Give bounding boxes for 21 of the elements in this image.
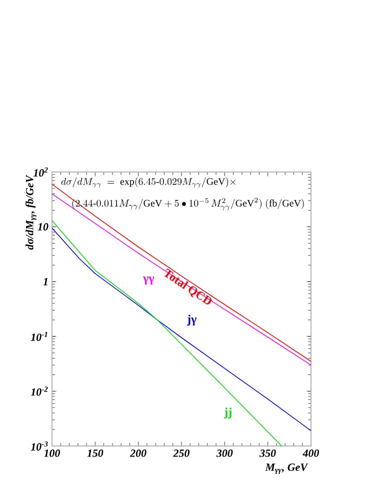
series-label: jj: [224, 408, 232, 418]
x-tick-label: 400: [302, 450, 320, 457]
y-axis-title: dσ/dM$_{γγ}$, fb/GeV: [25, 174, 36, 250]
series-label: γγ: [143, 276, 154, 285]
y-tick-label: 10: [38, 223, 48, 230]
x-tick-label: 200: [130, 450, 146, 457]
y-tick-label: 1: [43, 278, 48, 286]
line-series: [52, 228, 311, 432]
y-tick-label: 10$^{2}$: [33, 167, 48, 177]
y-tick-label: 10$^{-1}$: [30, 332, 48, 341]
x-tick-label: 150: [87, 450, 104, 457]
y-tick-label: 10$^{-2}$: [30, 386, 48, 396]
line-series: [52, 220, 282, 446]
x-axis-title: M$_{γγ}$, GeV: [265, 464, 308, 474]
series-label: jγ: [186, 314, 196, 326]
x-tick-label: 300: [216, 450, 233, 457]
y-tick-label: 10$^{-3}$: [30, 441, 48, 451]
x-tick-label: 100: [44, 450, 60, 457]
x-tick-label: 350: [260, 450, 276, 457]
x-tick-label: 250: [173, 450, 190, 457]
annotation: $d\sigma/dM_{\gamma\gamma}\ =\ \exp(6.45\text{-}0.029M_{\gamma\gamma}/\mathrm{GeV})\times$: [61, 177, 236, 188]
